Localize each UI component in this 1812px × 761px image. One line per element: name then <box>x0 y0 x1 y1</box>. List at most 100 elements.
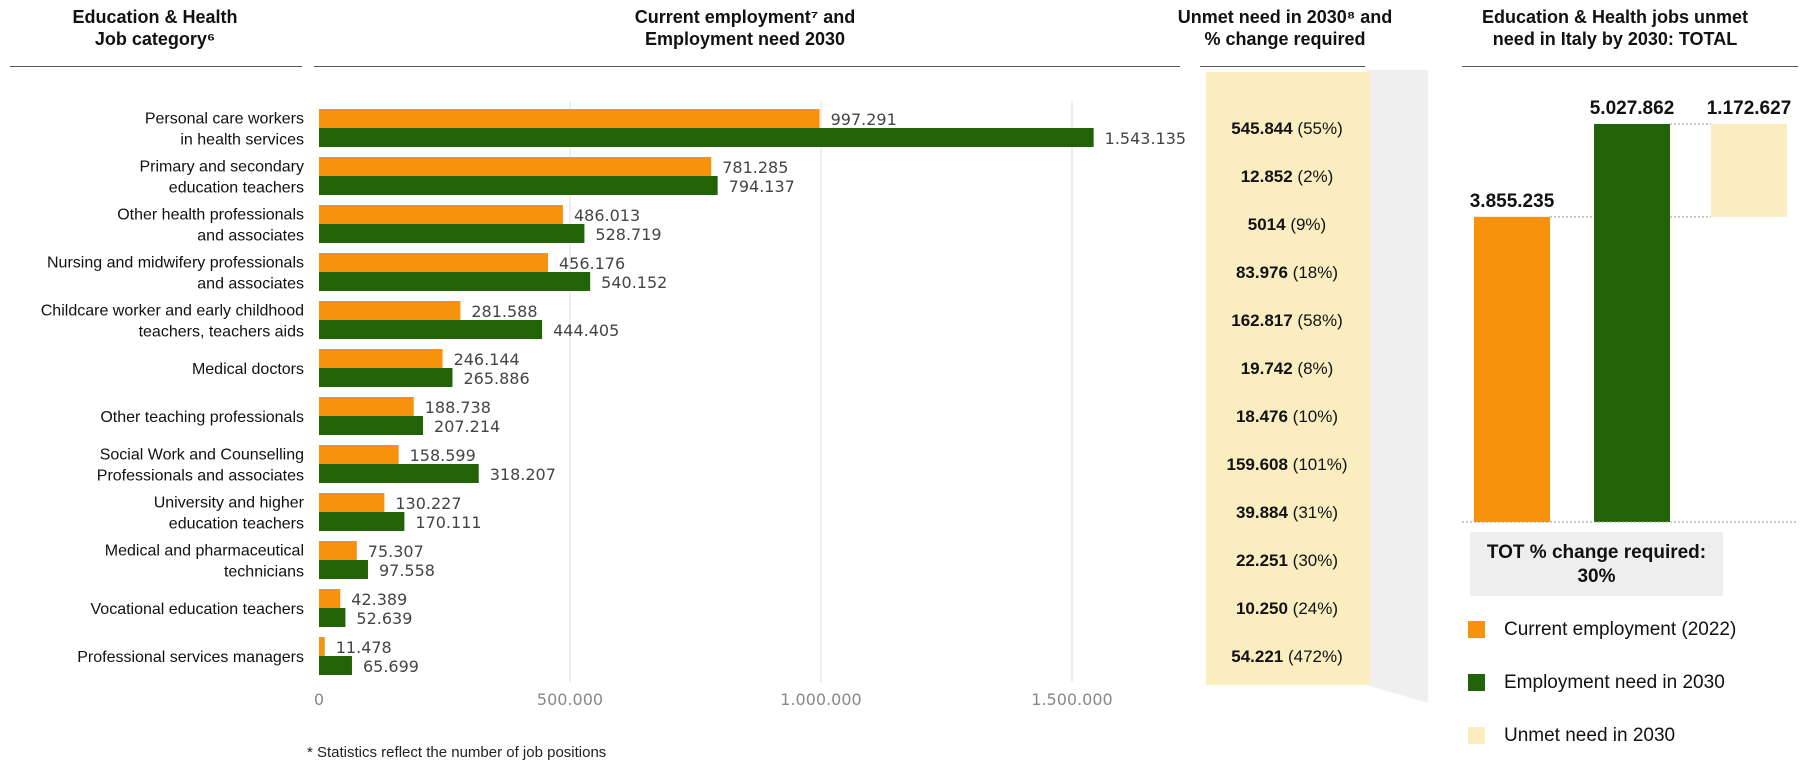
category-label: and associates <box>197 228 304 245</box>
unmet-count: 545.844 <box>1231 119 1293 138</box>
value-label-current: 281.588 <box>471 302 537 321</box>
value-label-current: 158.599 <box>410 446 476 465</box>
x-tick-label: 0 <box>314 690 324 709</box>
employment-header-line2: Employment need 2030 <box>644 29 846 49</box>
bar-current <box>319 157 712 176</box>
value-label-need2030: 318.207 <box>490 465 556 484</box>
unmet-panel <box>1206 72 1370 685</box>
unmet-count: 12.852 <box>1241 167 1293 186</box>
total-header-line2: need in Italy by 2030: TOTAL <box>1492 29 1738 49</box>
bar-need2030 <box>319 128 1094 147</box>
unmet-pct: (101%) <box>1288 455 1348 474</box>
total-header-line1: Education & Health jobs unmet <box>1481 7 1749 27</box>
legend-item-need2030: Employment need in 2030 <box>1468 671 1798 695</box>
bar-need2030 <box>319 560 368 579</box>
bar-current <box>319 349 443 368</box>
unmet-value: 18.476 (10%) <box>1236 407 1338 426</box>
unmet-header-line2: % change required <box>1204 29 1366 49</box>
total-bar-current <box>1474 216 1550 522</box>
category-label: Other health professionals <box>117 207 304 224</box>
arrow-connector <box>1367 70 1428 703</box>
unmet-pct: (2%) <box>1293 167 1334 186</box>
legend-swatch-current <box>1468 621 1485 638</box>
bar-need2030 <box>319 320 543 339</box>
category-label: Medical and pharmaceutical <box>105 543 304 560</box>
category-label: University and higher <box>154 495 305 512</box>
bar-series <box>319 109 1094 675</box>
bar-need2030 <box>319 416 424 435</box>
category-labels: Personal care workers in health services P… <box>41 111 305 667</box>
bar-current <box>319 205 563 224</box>
unmet-pct: (30%) <box>1288 551 1338 570</box>
bar-need2030 <box>319 464 479 483</box>
bar-current <box>319 397 414 416</box>
value-label-need2030: 207.214 <box>434 417 500 436</box>
unmet-values: 545.844 (55%) 12.852 (2%) 5014 (9%) 83.976 … <box>1227 119 1348 666</box>
total-change-box: TOT % change required: 30% <box>1470 532 1723 596</box>
category-header: Education & Health Job category⁶ <box>20 6 290 50</box>
value-label-need2030: 528.719 <box>595 225 661 244</box>
bar-current <box>319 253 549 272</box>
bar-current <box>319 445 399 464</box>
value-label-current: 997.291 <box>831 110 897 129</box>
category-label: education teachers <box>169 180 304 197</box>
bar-need2030 <box>319 368 453 387</box>
category-label: in health services <box>180 132 304 149</box>
unmet-count: 19.742 <box>1241 359 1293 378</box>
value-label-current: 781.285 <box>722 158 788 177</box>
unmet-pct: (472%) <box>1283 647 1343 666</box>
value-label-current: 246.144 <box>454 350 520 369</box>
unmet-count: 39.884 <box>1236 503 1289 522</box>
unmet-pct: (8%) <box>1293 359 1334 378</box>
category-header-line1: Education & Health <box>72 7 238 27</box>
unmet-value: 12.852 (2%) <box>1241 167 1334 186</box>
category-label: Personal care workers <box>145 111 304 128</box>
bar-current <box>319 109 820 128</box>
x-axis-ticks: 0 500.000 1.000.000 1.500.000 <box>314 690 1113 709</box>
bar-current <box>319 541 357 560</box>
total-change-value: 30% <box>1577 566 1616 587</box>
unmet-count: 22.251 <box>1236 551 1288 570</box>
value-label-need2030: 265.886 <box>463 369 529 388</box>
unmet-pct: (58%) <box>1293 311 1343 330</box>
bar-current <box>319 589 341 608</box>
unmet-pct: (55%) <box>1293 119 1343 138</box>
category-label: Professionals and associates <box>97 468 304 485</box>
bar-need2030 <box>319 176 718 195</box>
unmet-value: 5014 (9%) <box>1248 215 1326 234</box>
legend-swatch-need2030 <box>1468 674 1485 691</box>
value-label-current: 130.227 <box>395 494 461 513</box>
unmet-count: 5014 <box>1248 215 1286 234</box>
unmet-count: 18.476 <box>1236 407 1288 426</box>
unmet-pct: (10%) <box>1288 407 1338 426</box>
unmet-value: 162.817 (58%) <box>1231 311 1343 330</box>
bar-need2030 <box>319 656 352 675</box>
category-header-line2: Job category⁶ <box>94 29 216 49</box>
unmet-pct: (24%) <box>1288 599 1338 618</box>
legend-label-unmet: Unmet need in 2030 <box>1504 725 1676 746</box>
unmet-value: 159.608 (101%) <box>1227 455 1348 474</box>
unmet-count: 159.608 <box>1227 455 1288 474</box>
total-header-rule <box>1462 66 1798 67</box>
total-bar-unmet <box>1711 124 1787 217</box>
legend-label-need2030: Employment need in 2030 <box>1504 672 1725 693</box>
unmet-pct: (9%) <box>1286 215 1327 234</box>
employment-header-line1: Current employment⁷ and <box>634 7 856 27</box>
category-label: Other teaching professionals <box>100 409 304 426</box>
value-label-need2030: 170.111 <box>415 513 481 532</box>
total-header: Education & Health jobs unmet need in It… <box>1455 6 1775 50</box>
unmet-value: 54.221 (472%) <box>1231 647 1343 666</box>
total-change-label: TOT % change required: <box>1486 542 1707 563</box>
value-label-current: 11.478 <box>336 638 392 657</box>
total-chart: 3.855.235 5.027.862 1.172.627 <box>1462 98 1798 523</box>
arrow-shape <box>1367 70 1428 703</box>
category-label: Vocational education teachers <box>91 601 304 618</box>
x-tick-label: 500.000 <box>537 690 603 709</box>
legend-swatch-unmet <box>1468 727 1485 744</box>
legend-label-current: Current employment (2022) <box>1504 619 1737 640</box>
category-label: technicians <box>224 564 304 581</box>
value-label-current: 42.389 <box>351 590 407 609</box>
legend-item-current: Current employment (2022) <box>1468 618 1798 642</box>
unmet-header: Unmet need in 2030⁸ and % change require… <box>1150 6 1420 50</box>
